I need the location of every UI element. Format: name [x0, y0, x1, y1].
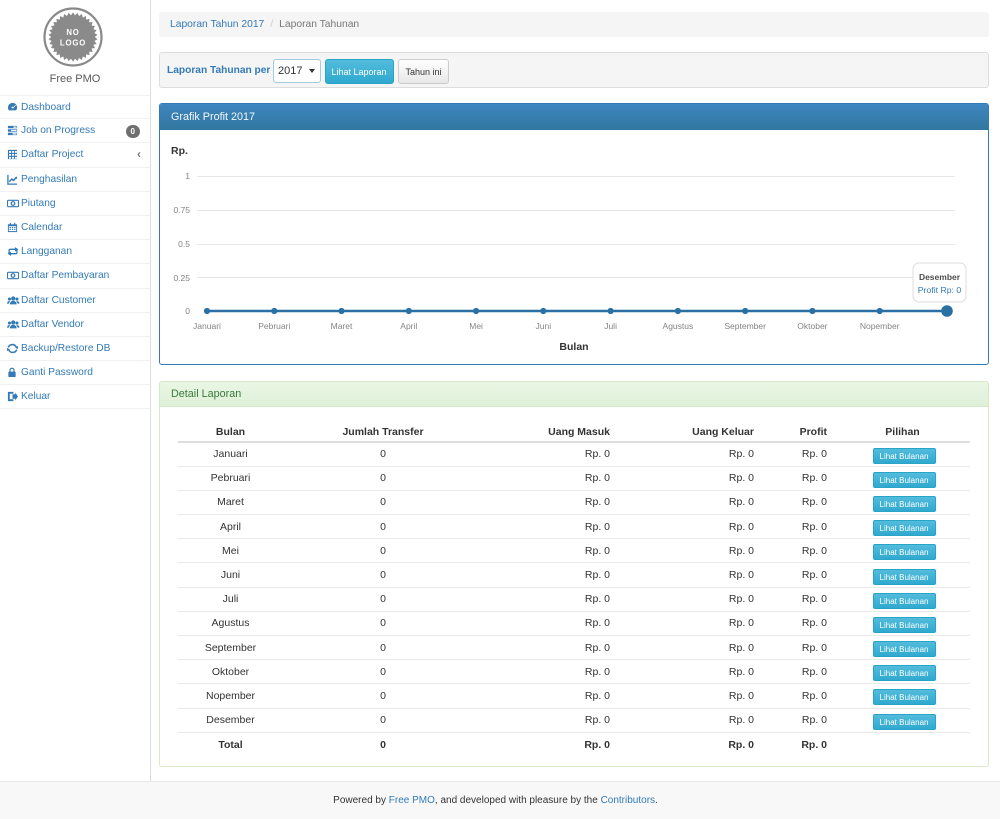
svg-text:Oktober: Oktober: [797, 321, 827, 331]
svg-text:Mei: Mei: [469, 321, 483, 331]
svg-text:0.25: 0.25: [173, 273, 190, 283]
svg-text:Nopember: Nopember: [860, 321, 900, 331]
svg-text:0.75: 0.75: [173, 205, 190, 215]
svg-text:NO: NO: [66, 28, 79, 37]
svg-text:Januari: Januari: [193, 321, 221, 331]
svg-text:Desember: Desember: [919, 272, 961, 282]
svg-text:April: April: [400, 321, 417, 331]
svg-text:September: September: [724, 321, 766, 331]
svg-text:Agustus: Agustus: [663, 321, 694, 331]
svg-text:0: 0: [185, 306, 190, 316]
svg-text:Maret: Maret: [331, 321, 353, 331]
svg-text:1: 1: [185, 171, 190, 181]
svg-text:Bulan: Bulan: [559, 341, 588, 353]
svg-text:Rp.: Rp.: [171, 145, 188, 157]
svg-text:Profit Rp: 0: Profit Rp: 0: [918, 285, 962, 295]
svg-text:Juli: Juli: [604, 321, 617, 331]
svg-text:Juni: Juni: [536, 321, 552, 331]
svg-text:0.5: 0.5: [178, 239, 190, 249]
svg-text:Pebruari: Pebruari: [258, 321, 290, 331]
svg-text:LOGO: LOGO: [60, 39, 86, 48]
